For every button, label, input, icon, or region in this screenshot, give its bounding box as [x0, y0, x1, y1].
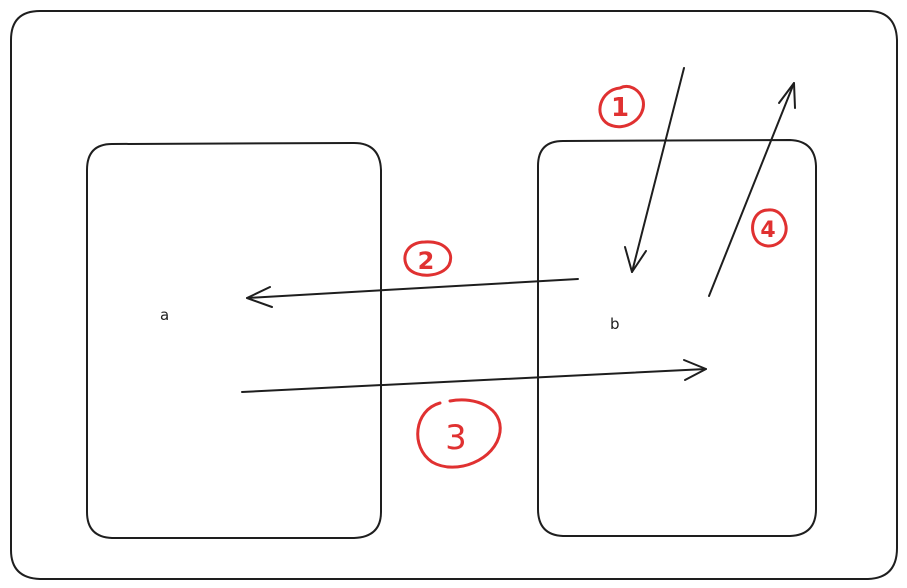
- outer-frame: [10, 10, 898, 580]
- node-b-label: b: [610, 315, 620, 333]
- step-1-marker: 1: [598, 85, 645, 129]
- step-2-marker: 2: [403, 240, 452, 277]
- arrow-step-2: [246, 278, 579, 308]
- arrow-step-4: [708, 82, 796, 297]
- arrow-step-1: [624, 67, 685, 273]
- node-b-box[interactable]: [537, 139, 817, 537]
- step-1-number: 1: [611, 93, 629, 123]
- arrow-step-3: [241, 359, 707, 393]
- step-4-marker: 4: [751, 208, 788, 248]
- step-3-number: 3: [445, 418, 467, 458]
- step-4-number: 4: [760, 218, 775, 243]
- step-3-marker: 3: [416, 398, 502, 469]
- node-a-label: a: [160, 306, 169, 324]
- node-a-box[interactable]: [86, 142, 382, 539]
- step-2-number: 2: [418, 247, 435, 275]
